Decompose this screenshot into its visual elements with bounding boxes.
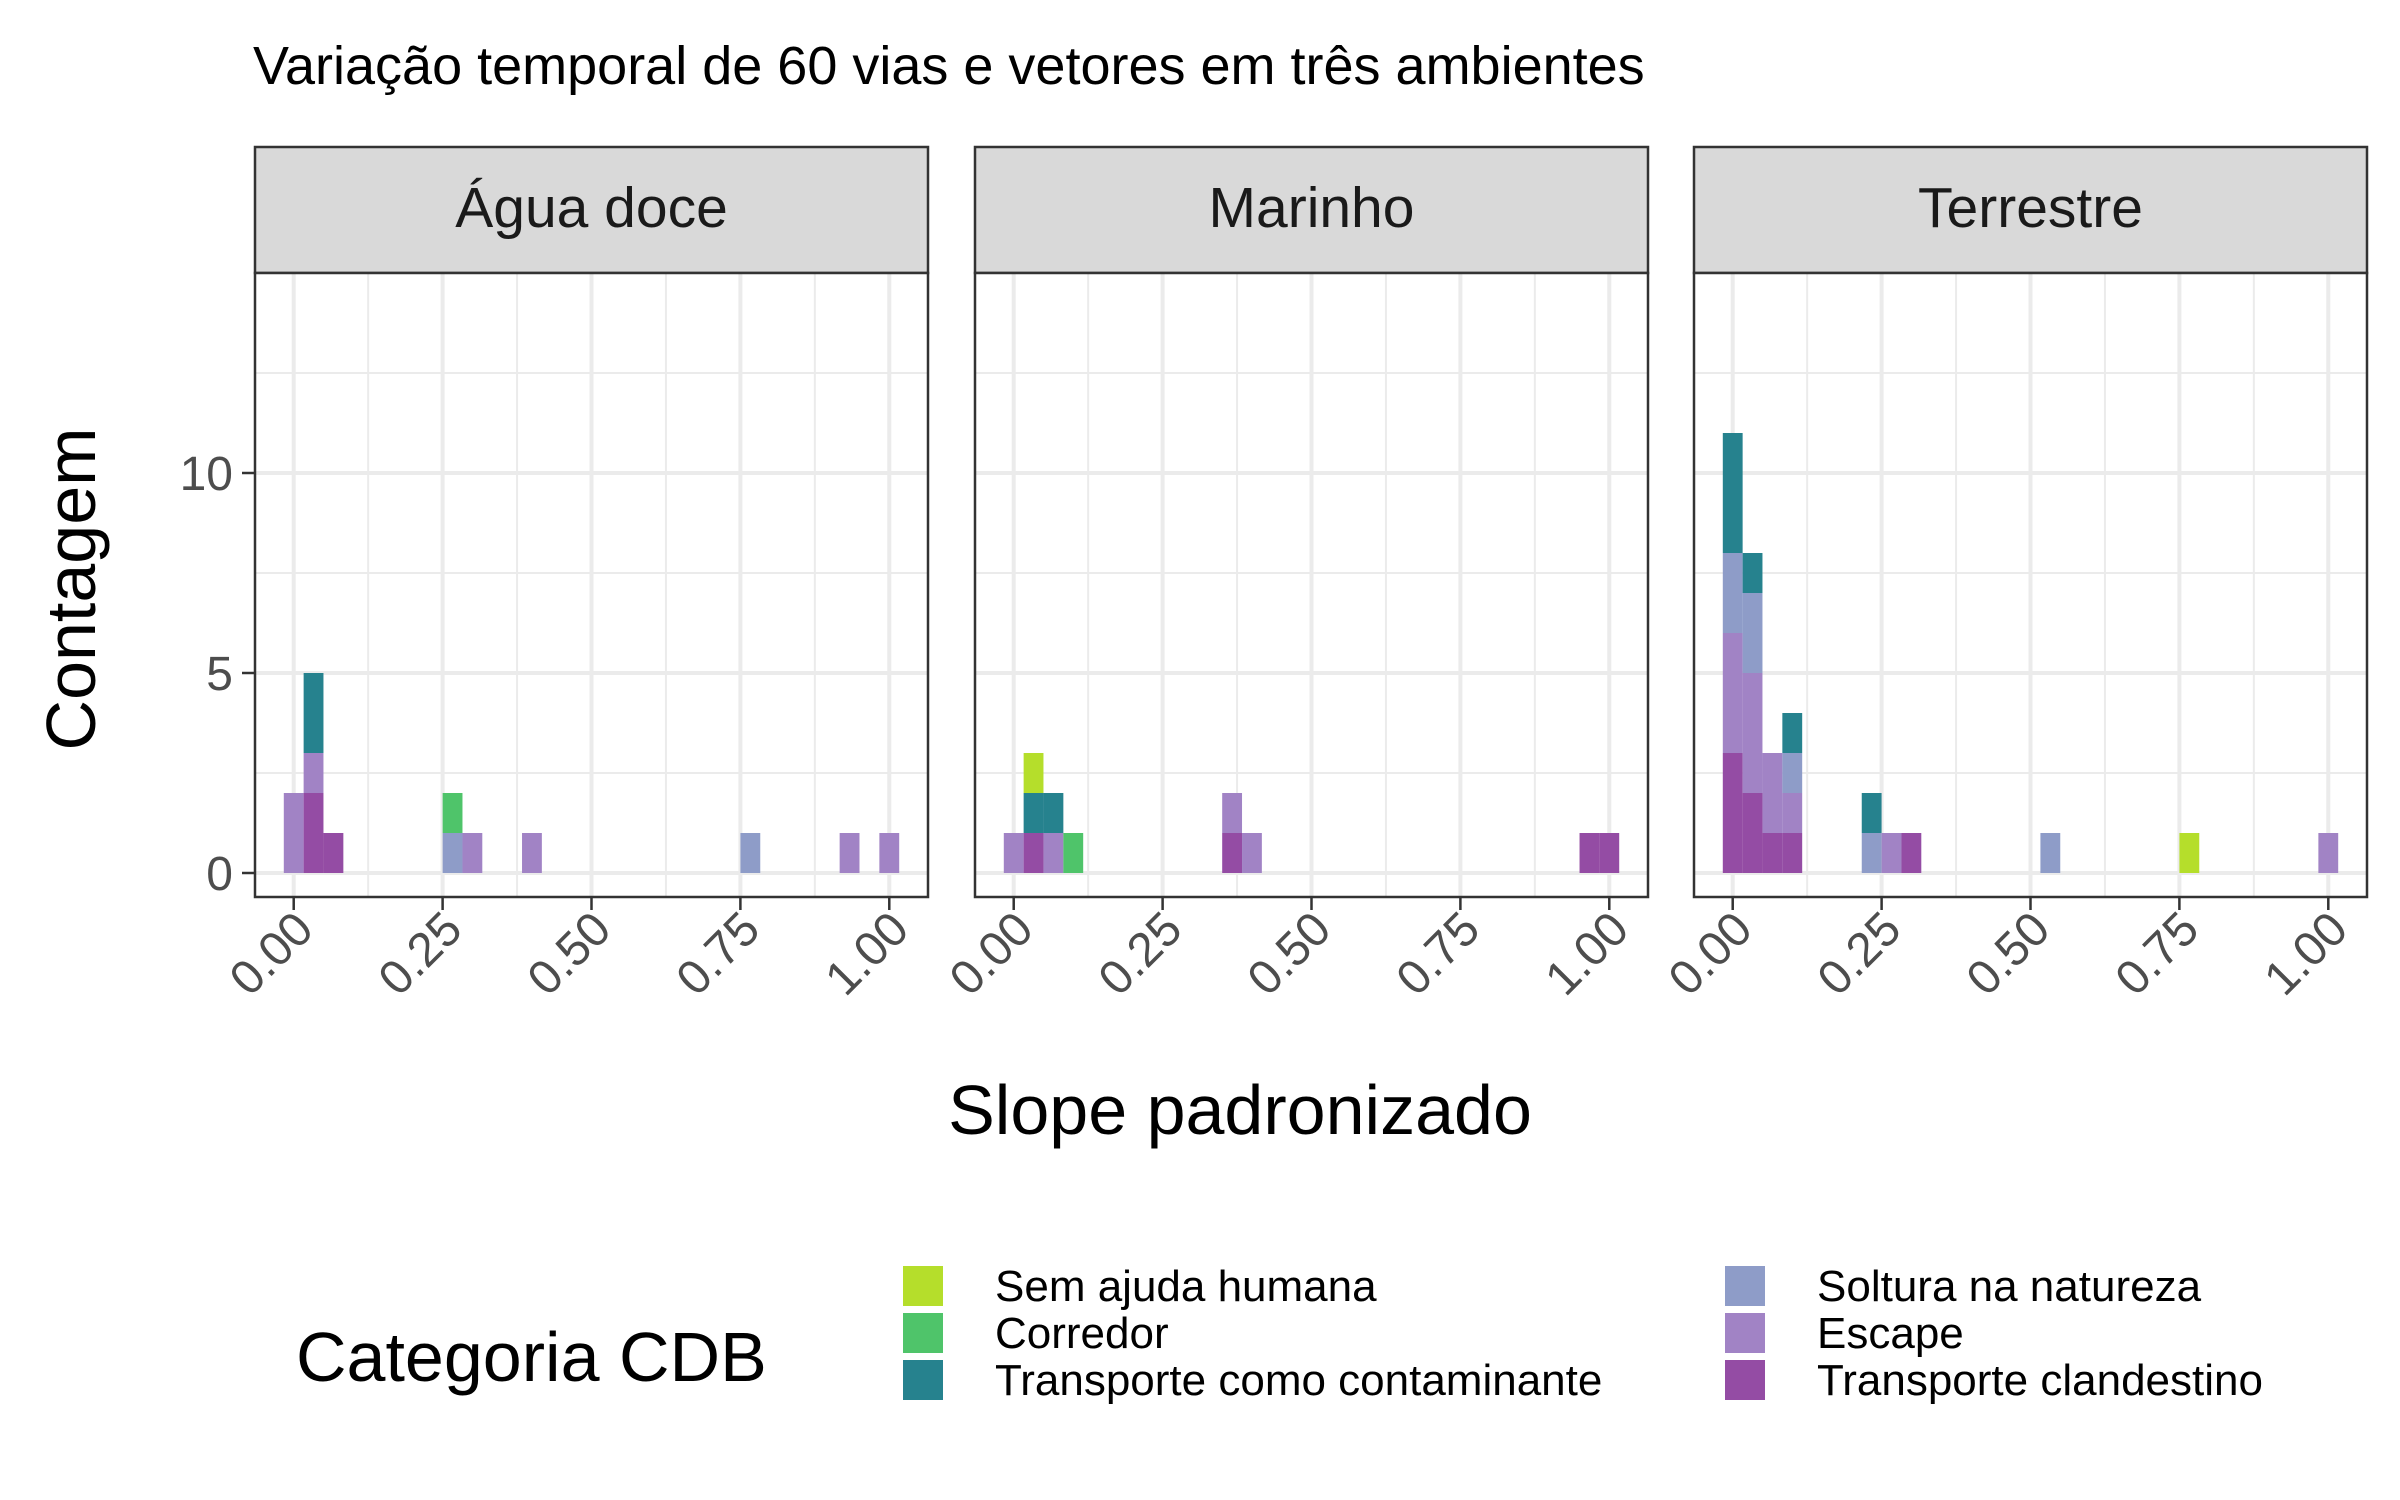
legend-swatch (903, 1313, 943, 1353)
bar-segment (1742, 553, 1763, 593)
x-tick-label: 0.75 (2106, 902, 2210, 1006)
bar-segment (1782, 713, 1803, 753)
x-tick-label: 0.50 (1957, 902, 2061, 1006)
x-tick-label: 1.00 (2255, 902, 2359, 1006)
legend-label: Escape (1817, 1309, 1964, 1358)
x-tick-label: 0.00 (940, 902, 1044, 1006)
bar-segment (1742, 673, 1763, 793)
facet-panel: Água doce 0.00 0.25 0.50 0.75 1.00 0 5 10 (180, 145, 930, 1006)
legend-swatch (1725, 1360, 1765, 1400)
bar-segment (522, 833, 542, 873)
legend-label: Transporte como contaminante (995, 1356, 1602, 1405)
chart-title: Variação temporal de 60 vias e vetores e… (253, 36, 1645, 96)
legend-swatch (1725, 1313, 1765, 1353)
x-tick-label: 0.25 (1808, 902, 1912, 1006)
bar-segment (1023, 833, 1044, 873)
bar-segment (2179, 833, 2200, 873)
x-axis-title: Slope padronizado (948, 1071, 1532, 1149)
bar-segment (1782, 833, 1803, 873)
x-tick-label: 1.00 (816, 902, 920, 1006)
legend-item: Transporte clandestino (1725, 1356, 2263, 1405)
bar-segment (1722, 553, 1743, 633)
bar-segment (462, 833, 483, 873)
legend-swatch (1725, 1266, 1765, 1306)
bar-segment (1762, 833, 1783, 873)
legend-title: Categoria CDB (296, 1318, 767, 1396)
legend-label: Corredor (995, 1309, 1169, 1358)
bar-segment (303, 793, 324, 873)
x-tick-label: 0.50 (518, 902, 622, 1006)
legend-item: Sem ajuda humana (903, 1262, 1377, 1311)
x-tick-label: 0.75 (667, 902, 771, 1006)
x-tick-label: 0.75 (1387, 902, 1491, 1006)
bar-segment (1782, 753, 1803, 793)
bar-segment (1063, 833, 1084, 873)
facet-panel: Marinho 0.00 0.25 0.50 0.75 1.00 (940, 145, 1650, 1006)
bar-segment (2040, 833, 2061, 873)
bar-segment (1242, 833, 1262, 873)
x-tick-label: 0.25 (1089, 902, 1193, 1006)
bar-segment (442, 833, 463, 873)
x-tick-label: 0.50 (1238, 902, 1342, 1006)
legend-item: Corredor (903, 1309, 1169, 1358)
bar-segment (1742, 593, 1763, 673)
legend-label: Soltura na natureza (1817, 1262, 2202, 1311)
bar-segment (1023, 753, 1044, 793)
bar-segment (1043, 793, 1064, 833)
facet-panel: Terrestre 0.00 0.25 0.50 0.75 1.00 (1659, 145, 2369, 1006)
bar-segment (1222, 833, 1243, 873)
legend-item: Soltura na natureza (1725, 1262, 2202, 1311)
bar-segment (1003, 833, 1024, 873)
x-tick-label: 0.25 (369, 902, 473, 1006)
bar-segment (1023, 793, 1044, 833)
bar-segment (1722, 433, 1743, 553)
facet-panels: Água doce 0.00 0.25 0.50 0.75 1.00 0 5 10 Marinho… (180, 145, 2369, 1006)
bar-segment (1861, 833, 1882, 873)
legend-swatch (903, 1266, 943, 1306)
facet-label: Água doce (455, 176, 728, 240)
bar-segment (1881, 833, 1902, 873)
bar-segment (1762, 753, 1783, 833)
bar-segment (2318, 833, 2339, 873)
x-tick-label: 0.00 (220, 902, 324, 1006)
bar-segment (303, 673, 324, 753)
y-tick-label: 0 (206, 848, 233, 901)
bar-segment (442, 793, 463, 833)
y-axis-title: Contagem (32, 428, 110, 751)
bar-segment (1043, 833, 1064, 873)
legend: Categoria CDB Sem ajuda humanaCorredorTr… (296, 1262, 2263, 1405)
bar-segment (1861, 793, 1882, 833)
legend-label: Transporte clandestino (1817, 1356, 2263, 1405)
facet-label: Terrestre (1918, 176, 2143, 240)
bar-segment (1722, 633, 1743, 753)
bar-segment (740, 833, 761, 873)
bar-segment (1742, 793, 1763, 873)
bar-segment (1901, 833, 1922, 873)
x-tick-label: 1.00 (1536, 902, 1640, 1006)
facet-label: Marinho (1209, 176, 1415, 240)
legend-swatch (903, 1360, 943, 1400)
bar-segment (1579, 833, 1600, 873)
bar-segment (1599, 833, 1620, 873)
bar-segment (283, 793, 304, 873)
facet-strip (973, 145, 1650, 275)
bar-segment (1222, 793, 1243, 833)
legend-item: Escape (1725, 1309, 1964, 1358)
legend-item: Transporte como contaminante (903, 1356, 1602, 1405)
y-tick-label: 5 (206, 648, 233, 701)
bar-segment (839, 833, 860, 873)
facet-strip (1692, 145, 2369, 275)
legend-label: Sem ajuda humana (995, 1262, 1377, 1311)
bar-segment (1782, 793, 1803, 833)
x-tick-label: 0.00 (1659, 902, 1763, 1006)
bar-segment (879, 833, 900, 873)
bar-segment (323, 833, 344, 873)
y-tick-label: 10 (180, 448, 233, 501)
bar-segment (1722, 753, 1743, 873)
facet-strip (253, 145, 930, 275)
bar-segment (303, 753, 324, 793)
